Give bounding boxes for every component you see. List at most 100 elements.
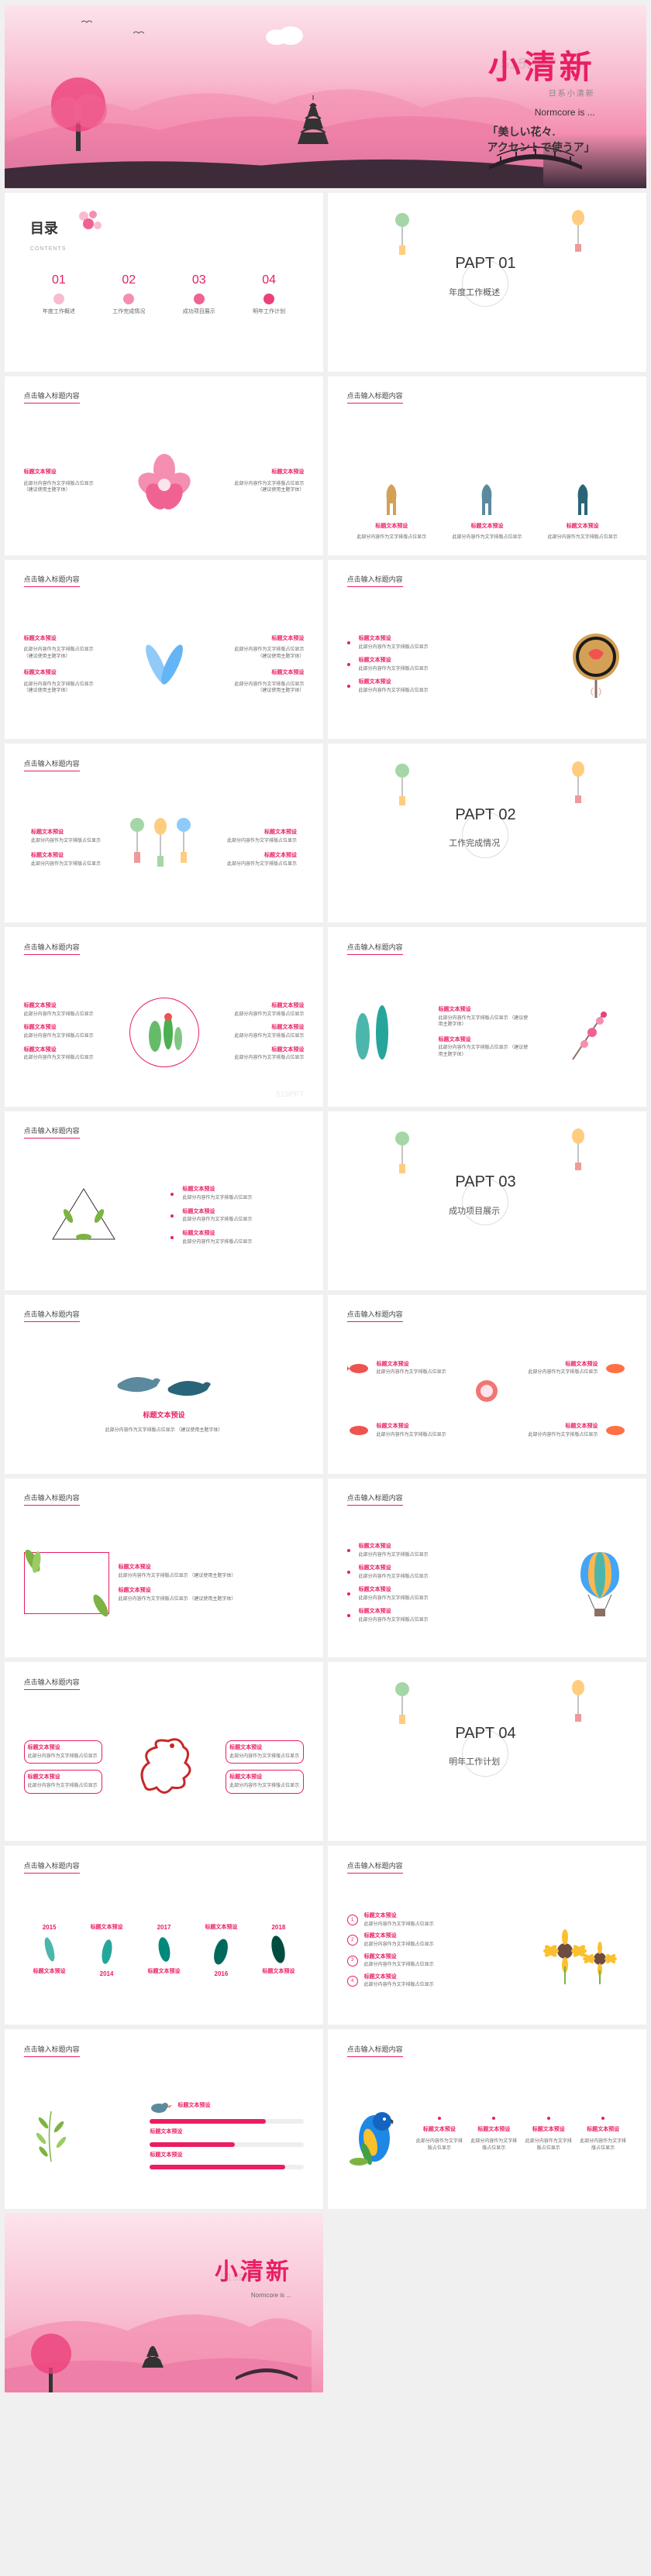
text-body: 此部分内容作为文字排版占位显示 xyxy=(24,1033,97,1039)
slide-title: 点击输入标题内容 xyxy=(24,1677,80,1690)
text-body: 此部分内容作为文字排版占位显示 xyxy=(182,1239,252,1245)
text-heading: 标题文本预设 xyxy=(364,1973,434,1981)
koi-icon xyxy=(347,1361,370,1376)
part-number: PAPT 04 xyxy=(455,1725,515,1743)
part-number: PAPT 01 xyxy=(455,255,515,273)
columns: 标题文本预设此部分内容作为文字排版占位显示 标题文本预设此部分内容作为文字排版占… xyxy=(415,2117,628,2152)
deer-icon xyxy=(567,476,598,519)
flower-icon xyxy=(119,292,138,306)
text-heading: 标题文本预设 xyxy=(119,1587,236,1595)
olive-branch-icon xyxy=(24,2104,78,2166)
text-body: 此部分内容作为文字排版占位显示 （建议使用主题字体） xyxy=(24,647,102,660)
windchime-icon xyxy=(391,1680,413,1726)
text-block: 标题文本预设 此部分内容作为文字排版占位显示 （建议使用主题字体） 标题文本预设… xyxy=(226,635,304,695)
text-heading: 标题文本预设 xyxy=(226,669,304,677)
cover-subtitle: 日系小清新 xyxy=(549,87,595,98)
text-block: 标题文本预设此部分内容作为文字排版占位显示 （建议使用主题字体） 标题文本预设此… xyxy=(119,1564,236,1602)
slide-title: 点击输入标题内容 xyxy=(24,1125,80,1139)
year-label: 2015 xyxy=(43,1924,57,1931)
slide-title: 点击输入标题内容 xyxy=(347,390,403,404)
text-body: 此部分内容作为文字排版占位显示 xyxy=(213,838,298,844)
slide-title: 点击输入标题内容 xyxy=(24,1492,80,1506)
text-heading: 标题文本预设 xyxy=(359,1586,429,1594)
toc-subtitle: CONTENTS xyxy=(30,246,67,252)
slide-grid: 515PPT 小清新 日系小清新 Normcore is ... 「美しい花々.… xyxy=(0,0,651,2397)
wreath-triangle-icon xyxy=(45,1181,122,1251)
slide-title: 点击输入标题内容 xyxy=(24,574,80,587)
text-heading: 标题文本预设 xyxy=(24,669,102,677)
slide-title: 点击输入标题内容 xyxy=(347,2044,403,2057)
item-col: 标题文本预设 此部分内容作为文字排版占位显示 xyxy=(548,476,618,541)
slide-content: 点击输入标题内容 标题文本预设此部分内容作为文字排版占位显示 标题文本预设此部分… xyxy=(328,1479,646,1657)
text-body: 此部分内容作为文字排版占位显示 xyxy=(229,1753,300,1760)
slide-title: 点击输入标题内容 xyxy=(347,1309,403,1322)
balloon-icon xyxy=(573,1548,627,1618)
text-heading: 标题文本预设 xyxy=(150,2128,304,2136)
text-heading: 标题文本预设 xyxy=(119,1564,236,1571)
bird-icon xyxy=(150,2099,173,2114)
text-heading: 标题文本预设 xyxy=(213,852,298,860)
text-heading: 标题文本预设 xyxy=(177,2102,210,2110)
pagoda-icon xyxy=(139,2332,167,2371)
text-heading: 标题文本预设 xyxy=(24,635,102,643)
text-heading: 标题文本预设 xyxy=(226,635,304,643)
year-label: 2018 xyxy=(271,1924,285,1931)
cover-english: Normcore is ... xyxy=(535,107,595,118)
slide-title: 点击输入标题内容 xyxy=(24,758,80,771)
leaf-icon xyxy=(95,1936,119,1967)
slide-content: 点击输入标题内容 2015 标题文本预设 标题文本预设 2014 2017 标题… xyxy=(5,1846,323,2025)
text-heading: 标题文本预设 xyxy=(477,2126,510,2134)
text-block: 标题文本预设此部分内容作为文字排版占位显示 标题文本预设此部分内容作为文字排版占… xyxy=(231,1002,304,1062)
text-heading: 标题文本预设 xyxy=(229,1744,300,1752)
cactus-icon xyxy=(141,1009,188,1056)
slide-content: 点击输入标题内容 标题文本预设此部分内容作为文字排版占位显示 标题文本预设此部分… xyxy=(5,1662,323,1841)
text-body: 此部分内容作为文字排版占位显示 （建议使用主题字体） xyxy=(439,1015,529,1029)
chart-block: 标题文本预设 标题文本预设 标题文本预设 xyxy=(150,2099,304,2170)
pagoda-icon xyxy=(294,94,332,148)
text-heading: 标题文本预设 xyxy=(28,1744,98,1752)
text-body: 此部分内容作为文字排版占位显示 xyxy=(229,1783,300,1789)
toc-item: 02 工作完成情况 xyxy=(94,273,164,315)
text-block: 1标题文本预设此部分内容作为文字排版占位显示 2标题文本预设此部分内容作为文字排… xyxy=(347,1912,474,1989)
leaf-icon xyxy=(85,1590,116,1621)
windchime-icon xyxy=(567,207,589,253)
windchime-icon xyxy=(567,1125,589,1172)
leaf-icon xyxy=(209,1936,232,1967)
whales-icon xyxy=(110,1365,219,1403)
leaf-icon xyxy=(153,1934,176,1965)
text-heading: 标题文本预设 xyxy=(439,1036,529,1044)
text-heading: 标题文本预设 xyxy=(24,1046,97,1054)
slide-content: 点击输入标题内容 标题文本预设此部分内容作为文字排版占位显示 标题文本预设此部分… xyxy=(328,2029,646,2208)
windchime-icon xyxy=(567,758,589,805)
item-block: 标题文本预设此部分内容作为文字排版占位显示 xyxy=(347,1339,485,1396)
slide-content: 点击输入标题内容 标题文本预设 此部分内容作为文字排版占位显示 （建议使用主题字… xyxy=(5,1295,323,1474)
text-heading: 标题文本预设 xyxy=(470,522,503,530)
text-body: 此部分内容作为文字排版占位显示 xyxy=(359,1574,429,1580)
jp-line2: アクセントで使うア」 xyxy=(487,141,594,153)
slide-content: 点击输入标题内容 标题文本预设此部分内容作为文字排版占位显示 标题文本预设此部分… xyxy=(328,1295,646,1474)
deer-icon xyxy=(471,476,502,519)
windchime-icon xyxy=(391,761,413,808)
text-block: 标题文本预设此部分内容作为文字排版占位显示 标题文本预设此部分内容作为文字排版占… xyxy=(24,1002,97,1062)
text-heading: 标题文本预设 xyxy=(231,1024,304,1032)
text-body: 此部分内容作为文字排版占位显示 xyxy=(359,1595,429,1602)
text-body: 此部分内容作为文字排版占位显示 xyxy=(364,1942,434,1948)
year-label: 2017 xyxy=(157,1924,171,1931)
text-body: 此部分内容作为文字排版占位显示 （建议使用主题字体） xyxy=(226,647,304,660)
timeline-item: 2017 标题文本预设 xyxy=(143,1924,184,1977)
text-heading: 标题文本预设 xyxy=(587,2126,619,2134)
chimes-icon xyxy=(122,813,207,883)
text-heading: 标题文本预设 xyxy=(567,522,599,530)
lotus-icon xyxy=(471,1376,502,1406)
cloud-icon xyxy=(261,23,308,46)
part-label: 明年工作计划 xyxy=(449,1755,500,1767)
text-block: 标题文本预设此部分内容作为文字排版占位显示 标题文本预设此部分内容作为文字排版占… xyxy=(24,1740,102,1793)
leaf-icon xyxy=(38,1934,61,1965)
text-heading: 标题文本预设 xyxy=(182,1186,252,1194)
windchime-icon xyxy=(567,1677,589,1723)
sunflower-icon xyxy=(542,1916,627,1986)
fan-icon xyxy=(565,630,627,699)
slide-content: 点击输入标题内容 标题文本预设此部分内容作为文字排版占位显示 标题文本预设此部分… xyxy=(5,1111,323,1290)
slide-part-03: PAPT 03 成功项目展示 xyxy=(328,1111,646,1290)
text-heading: 标题文本预设 xyxy=(364,1932,434,1940)
